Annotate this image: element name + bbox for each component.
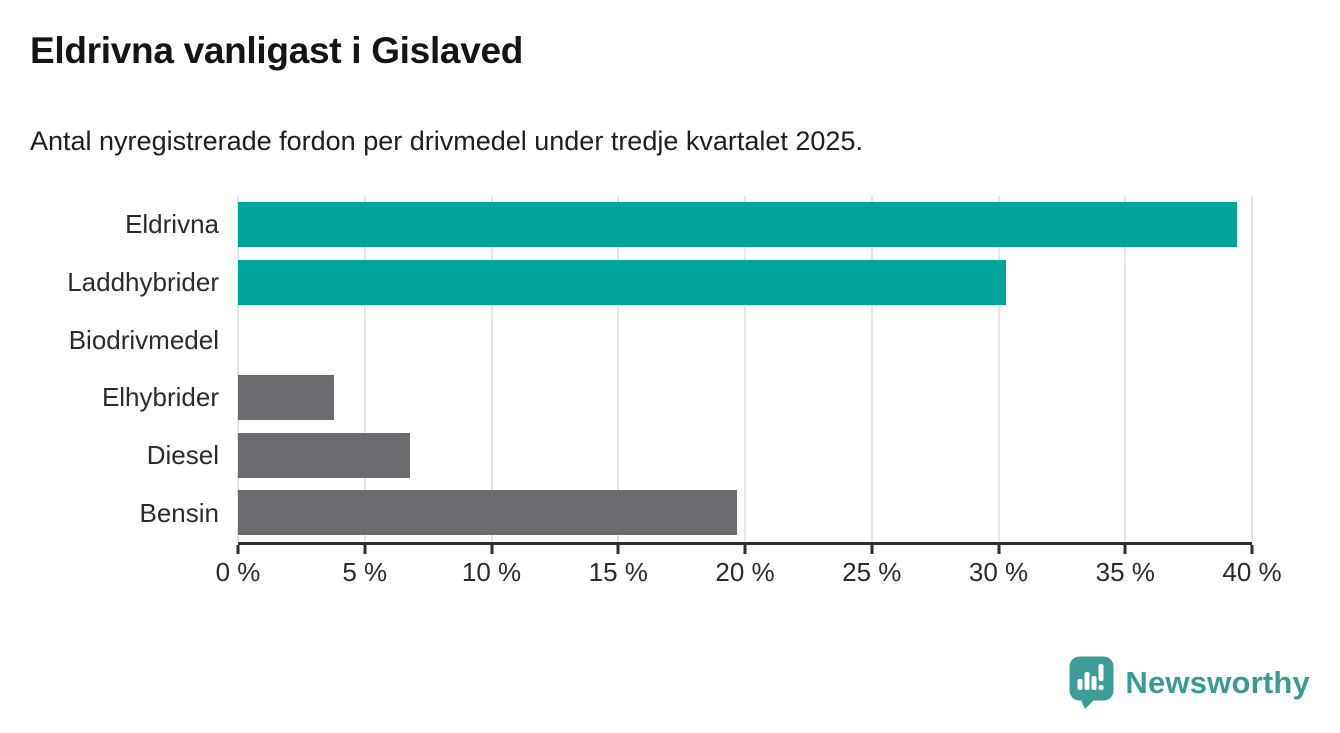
bar-bensin — [238, 490, 738, 536]
tick-mark — [870, 545, 874, 554]
bar-eldrivna — [238, 202, 1237, 247]
bar-row: Diesel — [147, 427, 1252, 485]
newsworthy-badge-icon — [1069, 656, 1114, 709]
category-label: Biodrivmedel — [68, 324, 219, 355]
bar-row: Eldrivna — [125, 196, 1252, 254]
x-tick-label: 40 % — [1222, 557, 1282, 587]
x-tick-label: 15 % — [588, 557, 648, 587]
bar-row: Bensin — [140, 484, 1252, 542]
gridline — [1251, 196, 1253, 542]
gridline — [997, 196, 1000, 542]
x-tick-label: 5 % — [342, 557, 388, 587]
gridline — [237, 196, 239, 542]
x-tick-label: 35 % — [1095, 557, 1155, 587]
bar-diesel — [238, 432, 411, 478]
category-label: Eldrivna — [125, 209, 219, 240]
x-tick-label: 10 % — [461, 557, 522, 587]
tick-mark — [1250, 545, 1254, 554]
category-label: Elhybrider — [101, 382, 219, 413]
x-tick-label: 20 % — [715, 557, 775, 587]
gridline — [870, 196, 873, 542]
x-tick-label: 0 % — [215, 557, 261, 587]
tick-mark — [236, 545, 240, 554]
category-label: Laddhybrider — [67, 266, 219, 297]
bar-row: Biodrivmedel — [69, 311, 1252, 369]
tick-mark — [1123, 545, 1127, 554]
bar-row: Elhybrider — [102, 369, 1252, 427]
category-label: Bensin — [139, 497, 220, 528]
x-tick-label: 25 % — [842, 557, 902, 587]
tick-mark — [490, 545, 493, 554]
bar-row: Laddhybrider — [67, 254, 1252, 312]
gridline — [744, 196, 746, 542]
tick-mark — [997, 545, 1000, 554]
gridline — [490, 196, 493, 542]
chart-subtitle: Antal nyregistrerade fordon per drivmede… — [30, 126, 863, 156]
bar-laddhybrider — [238, 259, 1007, 305]
tick-mark — [363, 545, 367, 554]
bar-elhybrider — [238, 375, 335, 420]
newsworthy-logo: Newsworthy — [1069, 656, 1310, 709]
plot-area: Eldrivna Laddhybrider Biodrivmedel Elhybrid… — [67, 196, 1253, 545]
x-axis: 0 % 5 % 10 % 15 % 20 % 25 % 30 % 35 % 40 % — [216, 545, 1282, 595]
tick-mark — [743, 545, 747, 554]
category-label: Diesel — [146, 439, 219, 470]
page-title: Eldrivna vanligast i Gislaved — [30, 30, 524, 71]
newsworthy-wordmark: Newsworthy — [1125, 664, 1310, 700]
tick-mark — [616, 545, 620, 554]
gridline — [363, 196, 366, 542]
gridline — [617, 196, 620, 542]
gridline — [1124, 196, 1127, 542]
x-tick-label: 30 % — [968, 557, 1029, 587]
